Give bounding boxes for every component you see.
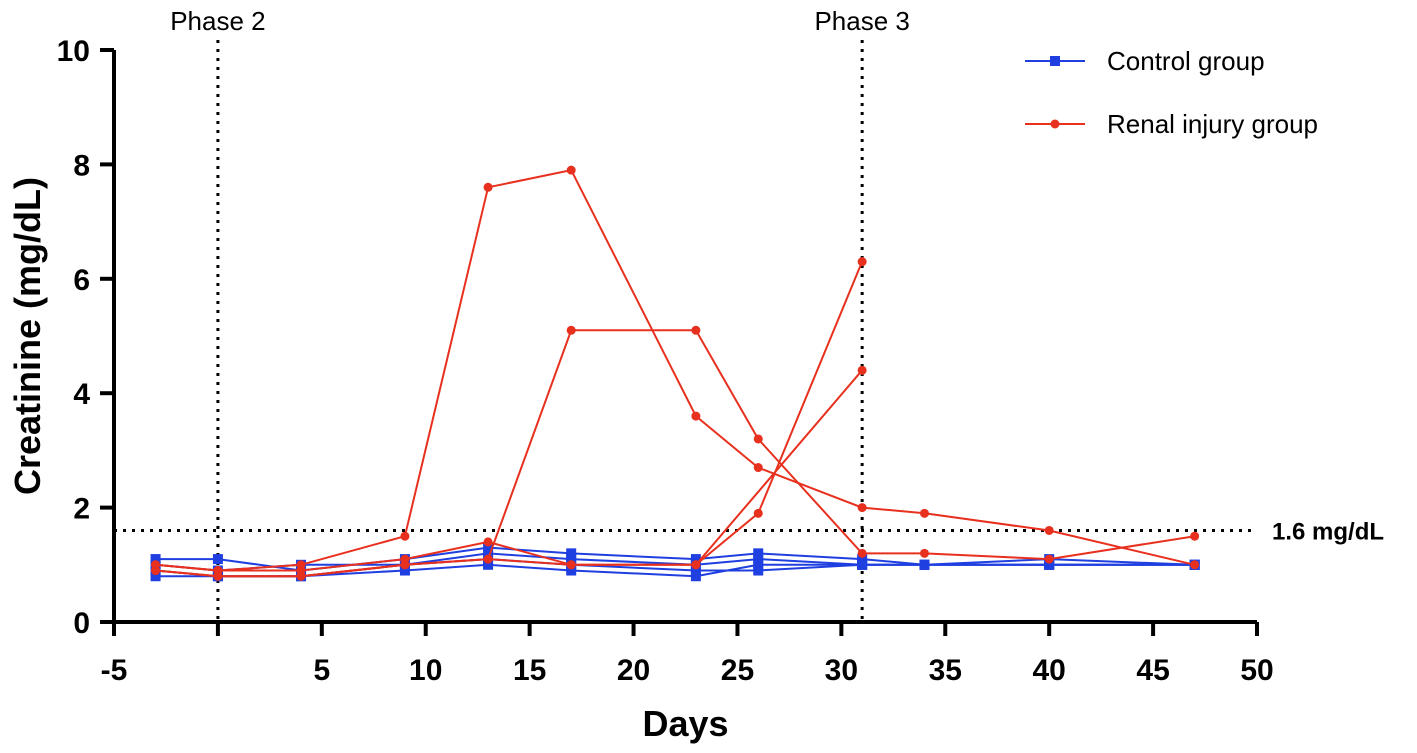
data-point-control bbox=[857, 554, 868, 565]
data-point-renal bbox=[566, 165, 576, 175]
y-tick-label: 4 bbox=[73, 378, 90, 411]
data-point-control bbox=[753, 559, 764, 570]
data-point-control bbox=[690, 565, 701, 576]
phase-3-label: Phase 3 bbox=[814, 6, 909, 36]
data-point-renal bbox=[1044, 554, 1054, 564]
data-point-control bbox=[753, 554, 764, 565]
x-axis-ticks: -5 5 10 15 20 25 30 35 40 45 50 bbox=[101, 622, 1274, 687]
x-tick-label: 45 bbox=[1136, 654, 1169, 687]
x-tick-label: 15 bbox=[513, 654, 546, 687]
data-point-renal bbox=[296, 571, 306, 581]
data-point-control bbox=[690, 571, 701, 582]
data-point-renal bbox=[857, 503, 867, 513]
data-point-control bbox=[399, 565, 410, 576]
y-axis-title: Creatinine (mg/dL) bbox=[7, 177, 48, 495]
series-line-renal bbox=[155, 168, 1195, 572]
series-line-renal bbox=[155, 369, 863, 578]
data-point-control bbox=[857, 559, 868, 570]
data-point-control bbox=[753, 565, 764, 576]
data-point-renal bbox=[753, 463, 763, 473]
x-tick-label: 10 bbox=[409, 654, 442, 687]
data-point-renal bbox=[1044, 525, 1054, 535]
series-renal bbox=[151, 165, 1200, 576]
y-tick-label: 8 bbox=[73, 149, 90, 182]
data-point-renal bbox=[1190, 560, 1200, 570]
series-renal bbox=[151, 325, 1200, 581]
data-point-control bbox=[753, 548, 764, 559]
data-point-renal bbox=[753, 434, 763, 444]
x-tick-label: 50 bbox=[1240, 654, 1273, 687]
data-point-renal bbox=[857, 257, 867, 267]
data-point-renal bbox=[566, 325, 576, 335]
x-axis-title: Days bbox=[642, 703, 728, 744]
data-point-renal bbox=[691, 560, 701, 570]
data-point-renal bbox=[151, 566, 161, 576]
legend-label-control: Control group bbox=[1107, 46, 1265, 76]
data-point-renal bbox=[691, 325, 701, 335]
legend-circle-marker-icon bbox=[1050, 119, 1060, 129]
x-tick-label: 5 bbox=[313, 654, 330, 687]
axes: -5 5 10 15 20 25 30 35 40 45 50 0 2 4 6 8 10 bbox=[57, 35, 1274, 687]
data-point-renal bbox=[483, 554, 493, 564]
plot-area bbox=[114, 40, 1253, 622]
x-tick-label: 25 bbox=[721, 654, 754, 687]
data-point-control bbox=[212, 554, 223, 565]
series-line-renal bbox=[155, 329, 1195, 578]
legend: Control group Renal injury group bbox=[1025, 46, 1318, 139]
data-point-control bbox=[566, 554, 577, 565]
data-point-renal bbox=[753, 508, 763, 518]
data-point-control bbox=[483, 559, 494, 570]
threshold-label: 1.6 mg/dL bbox=[1272, 518, 1384, 545]
data-point-renal bbox=[857, 548, 867, 558]
series-line-renal bbox=[155, 261, 864, 572]
y-tick-label: 6 bbox=[73, 264, 90, 297]
data-point-renal bbox=[213, 571, 223, 581]
legend-item-control: Control group bbox=[1025, 46, 1265, 76]
data-point-renal bbox=[691, 411, 701, 421]
series-renal bbox=[151, 365, 867, 581]
data-point-control bbox=[483, 542, 494, 553]
x-tick-label: 30 bbox=[825, 654, 858, 687]
data-point-renal bbox=[400, 560, 410, 570]
data-point-control bbox=[483, 548, 494, 559]
data-point-control bbox=[150, 554, 161, 565]
data-point-renal bbox=[1190, 531, 1200, 541]
y-tick-label: 0 bbox=[73, 607, 90, 640]
legend-item-renal: Renal injury group bbox=[1025, 109, 1318, 139]
data-point-renal bbox=[566, 560, 576, 570]
data-point-control bbox=[566, 548, 577, 559]
data-point-control bbox=[150, 571, 161, 582]
data-point-renal bbox=[919, 508, 929, 518]
y-tick-label: 10 bbox=[57, 35, 90, 68]
data-point-renal bbox=[483, 537, 493, 547]
legend-label-renal: Renal injury group bbox=[1107, 109, 1318, 139]
x-tick-label: 40 bbox=[1032, 654, 1065, 687]
data-point-control bbox=[1044, 559, 1055, 570]
data-point-renal bbox=[919, 548, 929, 558]
data-point-control bbox=[919, 559, 930, 570]
y-axis-ticks: 0 2 4 6 8 10 bbox=[57, 35, 114, 640]
data-point-renal bbox=[400, 531, 410, 541]
x-tick-label: 35 bbox=[929, 654, 962, 687]
series-renal bbox=[151, 257, 867, 576]
x-tick-label: 20 bbox=[617, 654, 650, 687]
data-point-control bbox=[690, 554, 701, 565]
x-tick-label: -5 bbox=[101, 654, 128, 687]
data-point-control bbox=[566, 565, 577, 576]
legend-square-marker-icon bbox=[1050, 56, 1060, 66]
y-tick-label: 2 bbox=[73, 493, 90, 526]
data-point-renal bbox=[857, 365, 867, 375]
phase-2-label: Phase 2 bbox=[170, 6, 265, 36]
data-point-renal bbox=[483, 182, 493, 192]
